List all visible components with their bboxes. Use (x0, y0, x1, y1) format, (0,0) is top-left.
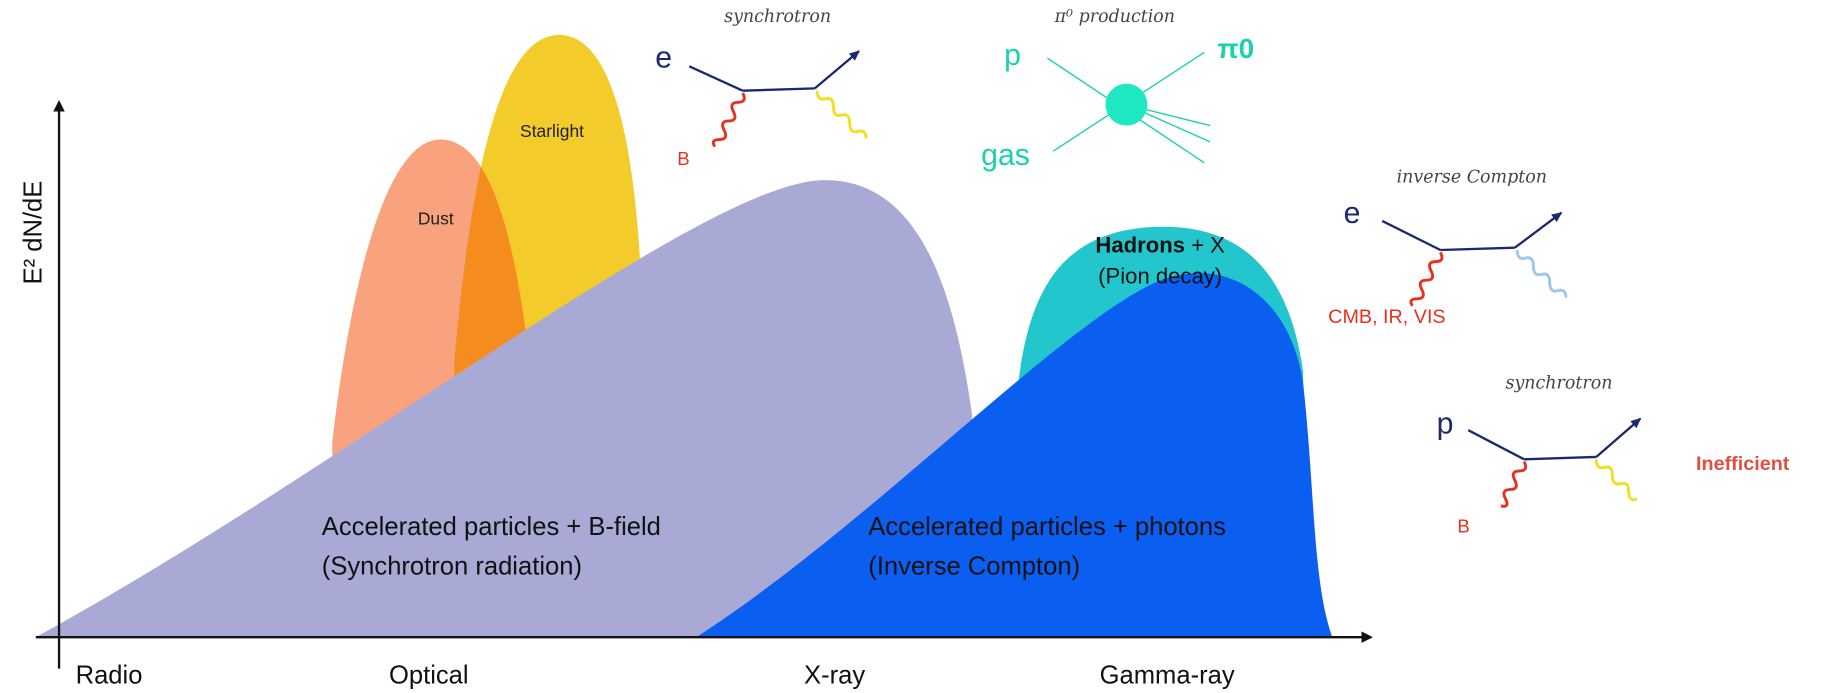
feynman-diagram (688, 50, 868, 148)
product: π0 (1217, 33, 1254, 64)
field: CMB, IR, VIS (1328, 306, 1445, 328)
y-axis-label: E² dN/dE (20, 181, 48, 285)
process-title: inverse Compton (1397, 168, 1547, 188)
hadrons-bold: Hadrons (1095, 232, 1185, 257)
x-axis-label: Optical (389, 662, 469, 690)
ic-sub: (Inverse Compton) (868, 552, 1080, 580)
ic-label: Accelerated particles + photons (868, 513, 1226, 541)
x-axis-label: X-ray (804, 662, 865, 690)
inverse-compton-region (696, 273, 1333, 638)
field: B (1457, 516, 1469, 537)
particle: p (1437, 408, 1454, 441)
interaction-diagram (1046, 51, 1211, 164)
process-title: synchrotron (1506, 373, 1613, 393)
synchrotron-sub: (Synchrotron radiation) (322, 552, 582, 580)
process-title: synchrotron (724, 7, 831, 27)
particle: e (655, 41, 672, 74)
synchrotron-region (35, 180, 972, 638)
feynman-diagram (1381, 211, 1568, 307)
x-axis-label: Radio (76, 662, 143, 690)
field: B (677, 148, 689, 169)
hadrons-label: Hadrons + X (1095, 232, 1225, 257)
starlight-label: Starlight (520, 121, 584, 141)
feynman-diagram (1467, 417, 1642, 508)
dust-label: Dust (418, 208, 454, 228)
particle: p (1004, 39, 1021, 72)
hadrons-sub: (Pion decay) (1098, 264, 1222, 289)
x-axis-label: Gamma-ray (1100, 662, 1235, 690)
hadrons-rest: + X (1185, 232, 1225, 257)
particle: e (1344, 197, 1361, 230)
note: Inefficient (1696, 453, 1790, 475)
process-title: π⁰ production (1054, 7, 1175, 27)
synchrotron-label: Accelerated particles + B-field (322, 513, 661, 541)
target: gas (981, 139, 1030, 172)
